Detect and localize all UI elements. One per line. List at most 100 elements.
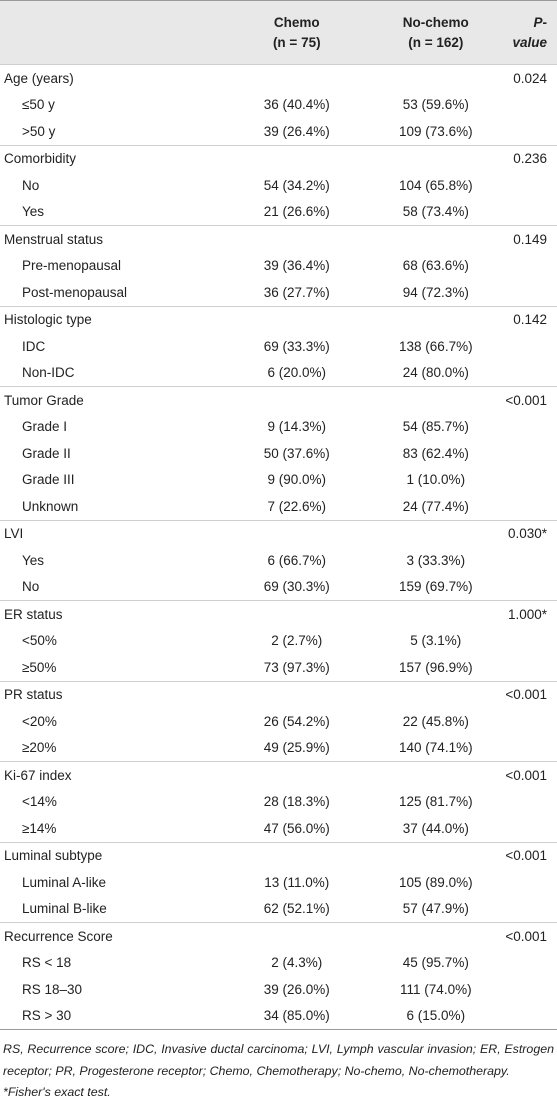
group-row: Menstrual status 0.149 — [0, 225, 557, 253]
empty-cell — [227, 761, 367, 789]
row-label: IDC — [22, 338, 46, 354]
empty-cell — [505, 414, 557, 441]
chemo-cell: 39 (36.4%) — [263, 258, 330, 274]
nochemo-cell: 140 (74.1%) — [399, 740, 473, 756]
chemo-cell: 6 (20.0%) — [267, 365, 327, 381]
data-row: Yes 21 (26.6%) 58 (73.4%) — [0, 199, 557, 226]
nochemo-cell: 1 (10.0%) — [406, 472, 466, 488]
empty-cell — [505, 172, 557, 199]
empty-cell — [366, 519, 506, 547]
chemo-cell: 28 (18.3%) — [263, 794, 330, 810]
empty-cell — [227, 305, 367, 333]
data-row: <50% 2 (2.7%) 5 (3.1%) — [0, 628, 557, 655]
data-row: ≤50 y 36 (40.4%) 53 (59.6%) — [0, 92, 557, 119]
data-row: No 54 (34.2%) 104 (65.8%) — [0, 172, 557, 199]
group-row: ER status 1.000* — [0, 600, 557, 628]
empty-cell — [227, 922, 367, 950]
row-label: Non-IDC — [22, 365, 75, 381]
empty-cell — [505, 467, 557, 494]
chemo-cell: 62 (52.1%) — [263, 901, 330, 917]
empty-cell — [505, 253, 557, 280]
nochemo-cell: 54 (85.7%) — [402, 419, 469, 435]
nochemo-cell: 24 (77.4%) — [402, 498, 469, 514]
header-cell: P-value — [505, 0, 557, 65]
chemo-cell: 6 (66.7%) — [267, 552, 327, 568]
empty-cell — [505, 654, 557, 681]
group-label: ER status — [0, 600, 228, 628]
empty-cell — [505, 976, 557, 1003]
chemo-cell: 49 (25.9%) — [263, 740, 330, 756]
data-row: RS 18–30 39 (26.0%) 111 (74.0%) — [0, 976, 557, 1003]
group-label: PR status — [0, 680, 228, 708]
chemo-cell: 39 (26.0%) — [263, 981, 330, 997]
empty-cell — [505, 199, 557, 226]
empty-cell — [366, 761, 506, 789]
footnotes: RS, Recurrence score; IDC, Invasive duct… — [0, 1030, 557, 1104]
data-row: <20% 26 (54.2%) 22 (45.8%) — [0, 708, 557, 735]
data-row: >50 y 39 (26.4%) 109 (73.6%) — [0, 118, 557, 145]
nochemo-cell: 159 (69.7%) — [399, 579, 473, 595]
empty-cell — [505, 574, 557, 601]
data-row: Post-menopausal 36 (27.7%) 94 (72.3%) — [0, 279, 557, 306]
header-sub: (n = 162) — [408, 34, 464, 50]
footnote: RS, Recurrence score; IDC, Invasive duct… — [3, 1042, 554, 1078]
empty-cell — [505, 440, 557, 467]
empty-cell — [505, 708, 557, 735]
empty-cell — [505, 279, 557, 306]
p-value: <0.001 — [505, 761, 557, 789]
row-label: Pre-menopausal — [22, 258, 122, 274]
nochemo-cell: 109 (73.6%) — [399, 123, 473, 139]
header-title: Chemo — [273, 14, 320, 30]
chemo-cell: 36 (27.7%) — [263, 284, 330, 300]
group-row: Luminal subtype <0.001 — [0, 841, 557, 869]
row-label: Post-menopausal — [22, 284, 128, 300]
chemo-cell: 2 (4.3%) — [271, 955, 323, 971]
p-value: 0.236 — [505, 144, 557, 172]
nochemo-cell: 3 (33.3%) — [406, 552, 466, 568]
group-label: Menstrual status — [0, 225, 228, 253]
chemo-cell: 9 (90.0%) — [267, 472, 327, 488]
nochemo-cell: 24 (80.0%) — [402, 365, 469, 381]
chemo-cell: 50 (37.6%) — [263, 445, 330, 461]
row-label: No — [22, 177, 40, 193]
row-label: ≤50 y — [22, 97, 55, 113]
data-row: ≥50% 73 (97.3%) 157 (96.9%) — [0, 654, 557, 681]
data-row: ≥20% 49 (25.9%) 140 (74.1%) — [0, 735, 557, 762]
empty-cell — [505, 950, 557, 977]
empty-cell — [505, 333, 557, 360]
empty-cell — [366, 600, 506, 628]
row-label: Yes — [22, 552, 45, 568]
group-label: Recurrence Score — [0, 922, 228, 950]
p-value: 0.149 — [505, 225, 557, 253]
chemo-cell: 2 (2.7%) — [271, 633, 323, 649]
empty-cell — [227, 386, 367, 414]
chemo-cell: 21 (26.6%) — [263, 204, 330, 220]
group-label: Age (years) — [0, 64, 228, 92]
nochemo-cell: 105 (89.0%) — [399, 874, 473, 890]
empty-cell — [227, 225, 367, 253]
empty-cell — [227, 841, 367, 869]
empty-cell — [227, 64, 367, 92]
p-value: <0.001 — [505, 680, 557, 708]
chemo-cell: 54 (34.2%) — [263, 177, 330, 193]
table-body: Age (years) 0.024 ≤50 y 36 (40.4%) 53 (59.6%… — [0, 64, 557, 1030]
row-label: Yes — [22, 204, 45, 220]
row-label: Luminal A-like — [22, 874, 107, 890]
row-label: <20% — [22, 713, 57, 729]
empty-cell — [366, 841, 506, 869]
chemo-cell: 34 (85.0%) — [227, 1002, 367, 1030]
row-label: >50 y — [22, 123, 56, 139]
nochemo-cell: 104 (65.8%) — [399, 177, 473, 193]
empty-cell — [366, 225, 506, 253]
data-row: Grade II 50 (37.6%) 83 (62.4%) — [0, 440, 557, 467]
p-value: <0.001 — [505, 386, 557, 414]
nochemo-cell: 58 (73.4%) — [402, 204, 469, 220]
chemo-cell: 39 (26.4%) — [263, 123, 330, 139]
group-label: Ki-67 index — [0, 761, 228, 789]
empty-cell — [366, 64, 506, 92]
data-row: Luminal B-like 62 (52.1%) 57 (47.9%) — [0, 896, 557, 923]
data-row: ≥14% 47 (56.0%) 37 (44.0%) — [0, 815, 557, 842]
group-label: LVI — [0, 519, 228, 547]
header-cell: No-chemo (n = 162) — [366, 0, 506, 65]
nochemo-cell: 6 (15.0%) — [366, 1002, 506, 1030]
